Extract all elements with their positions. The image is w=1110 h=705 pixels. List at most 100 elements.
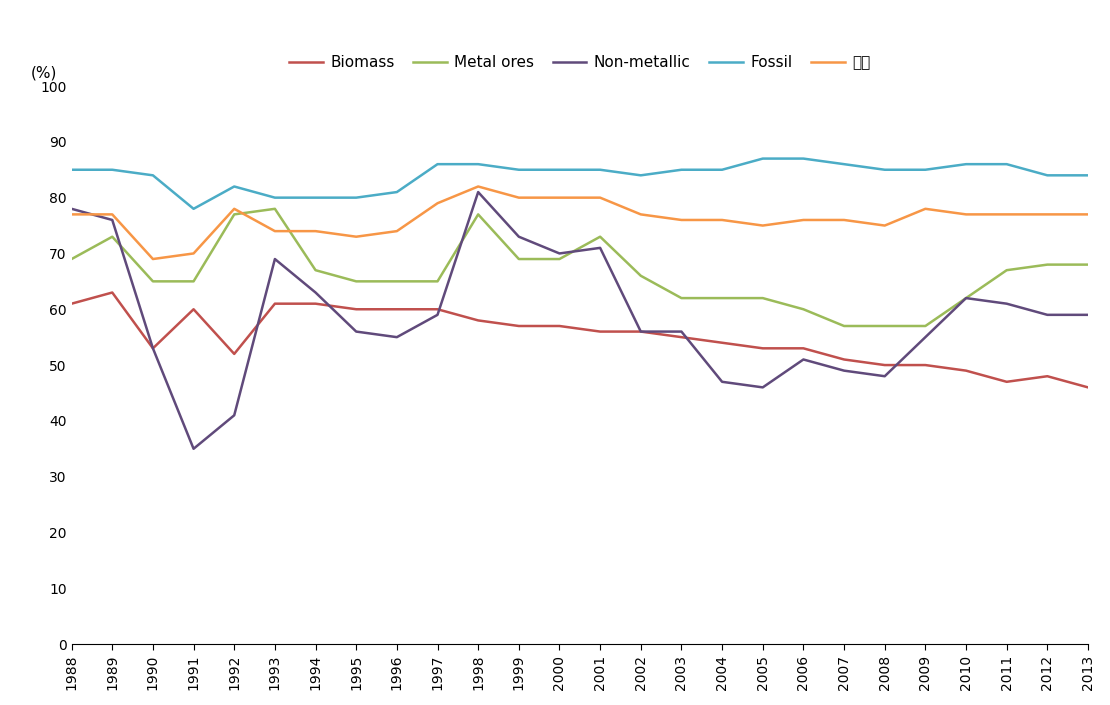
Fossil xyxy=(1081,171,1094,180)
Line: Fossil: Fossil xyxy=(72,159,1088,209)
Fossil xyxy=(65,166,79,174)
Non-metallic xyxy=(105,216,119,224)
Metal ores xyxy=(105,233,119,241)
Non-metallic xyxy=(186,445,200,453)
Non-metallic xyxy=(1081,311,1094,319)
Metal ores xyxy=(797,305,810,314)
Non-metallic xyxy=(269,255,282,263)
Biomass xyxy=(391,305,404,314)
Line: Non-metallic: Non-metallic xyxy=(72,192,1088,449)
전체 xyxy=(1081,210,1094,219)
Text: (%): (%) xyxy=(31,66,58,80)
Fossil xyxy=(147,171,160,180)
Non-metallic xyxy=(512,233,525,241)
Biomass xyxy=(797,344,810,352)
전체 xyxy=(391,227,404,235)
Fossil xyxy=(797,154,810,163)
Biomass xyxy=(147,344,160,352)
전체 xyxy=(472,183,485,191)
전체 xyxy=(431,199,444,207)
전체 xyxy=(269,227,282,235)
Fossil xyxy=(228,183,241,191)
Metal ores xyxy=(553,255,566,263)
Line: Metal ores: Metal ores xyxy=(72,209,1088,326)
Biomass xyxy=(1081,383,1094,391)
Biomass xyxy=(186,305,200,314)
Fossil xyxy=(919,166,932,174)
Biomass xyxy=(716,338,729,347)
전체 xyxy=(756,221,769,230)
전체 xyxy=(675,216,688,224)
Biomass xyxy=(959,367,972,375)
전체 xyxy=(350,233,363,241)
Biomass xyxy=(756,344,769,352)
Fossil xyxy=(309,193,322,202)
Metal ores xyxy=(716,294,729,302)
Biomass xyxy=(878,361,891,369)
전체 xyxy=(228,204,241,213)
Fossil xyxy=(1041,171,1054,180)
전체 xyxy=(1041,210,1054,219)
Metal ores xyxy=(269,204,282,213)
Non-metallic xyxy=(959,294,972,302)
Non-metallic xyxy=(65,204,79,213)
Biomass xyxy=(512,321,525,330)
Non-metallic xyxy=(431,311,444,319)
전체 xyxy=(65,210,79,219)
Fossil xyxy=(512,166,525,174)
Fossil xyxy=(431,160,444,168)
Metal ores xyxy=(959,294,972,302)
Fossil xyxy=(391,188,404,196)
Biomass xyxy=(837,355,850,364)
Non-metallic xyxy=(228,411,241,419)
Line: 전체: 전체 xyxy=(72,187,1088,259)
Non-metallic xyxy=(716,378,729,386)
Fossil xyxy=(1000,160,1013,168)
Biomass xyxy=(1000,378,1013,386)
Fossil xyxy=(472,160,485,168)
Metal ores xyxy=(919,321,932,330)
Non-metallic xyxy=(634,327,647,336)
Metal ores xyxy=(878,321,891,330)
전체 xyxy=(919,204,932,213)
전체 xyxy=(716,216,729,224)
전체 xyxy=(186,250,200,258)
Non-metallic xyxy=(1041,311,1054,319)
Non-metallic xyxy=(919,333,932,341)
Non-metallic xyxy=(1000,300,1013,308)
Biomass xyxy=(919,361,932,369)
Fossil xyxy=(634,171,647,180)
Metal ores xyxy=(472,210,485,219)
Metal ores xyxy=(634,271,647,280)
Fossil xyxy=(105,166,119,174)
전체 xyxy=(309,227,322,235)
Biomass xyxy=(228,350,241,358)
Fossil xyxy=(186,204,200,213)
Metal ores xyxy=(147,277,160,286)
전체 xyxy=(878,221,891,230)
Non-metallic xyxy=(797,355,810,364)
Non-metallic xyxy=(472,188,485,196)
Metal ores xyxy=(350,277,363,286)
Biomass xyxy=(65,300,79,308)
Biomass xyxy=(431,305,444,314)
Metal ores xyxy=(391,277,404,286)
Non-metallic xyxy=(309,288,322,297)
Non-metallic xyxy=(391,333,404,341)
Biomass xyxy=(1041,372,1054,381)
Biomass xyxy=(553,321,566,330)
Biomass xyxy=(105,288,119,297)
Biomass xyxy=(350,305,363,314)
Biomass xyxy=(634,327,647,336)
Metal ores xyxy=(65,255,79,263)
Fossil xyxy=(269,193,282,202)
Biomass xyxy=(675,333,688,341)
Metal ores xyxy=(594,233,607,241)
Metal ores xyxy=(675,294,688,302)
Line: Biomass: Biomass xyxy=(72,293,1088,387)
Metal ores xyxy=(1041,260,1054,269)
Legend: Biomass, Metal ores, Non-metallic, Fossil, 전체: Biomass, Metal ores, Non-metallic, Fossi… xyxy=(283,49,877,76)
Metal ores xyxy=(431,277,444,286)
Non-metallic xyxy=(594,244,607,252)
Fossil xyxy=(675,166,688,174)
